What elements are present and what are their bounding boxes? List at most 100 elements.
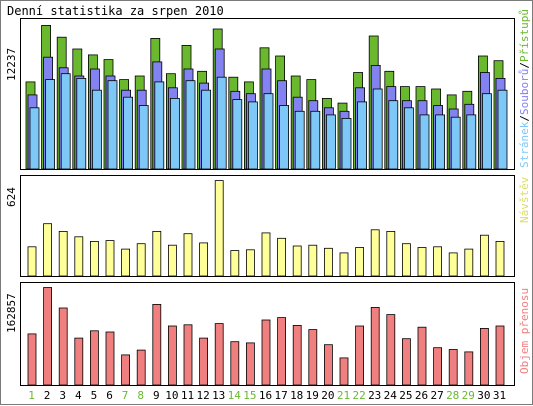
day-label-19: 19 bbox=[306, 389, 319, 402]
transfer-volume-plot bbox=[27, 287, 505, 386]
day-label-12: 12 bbox=[196, 389, 209, 402]
day-label-9: 9 bbox=[153, 389, 160, 402]
stranek-bar-day-31 bbox=[497, 89, 508, 170]
day-label-25: 25 bbox=[399, 389, 412, 402]
objem-bar-day-27 bbox=[433, 347, 443, 386]
navstev-bar-day-20 bbox=[323, 247, 333, 277]
stranek-bar-day-11 bbox=[185, 80, 196, 170]
objem-bar-day-5 bbox=[90, 330, 99, 386]
stranek-bar-day-1 bbox=[29, 107, 40, 170]
objem-bar-day-15 bbox=[245, 342, 255, 386]
middle-ymax-label: 624 bbox=[5, 187, 18, 207]
stranek-bar-day-7 bbox=[123, 96, 133, 170]
stranek-bar-day-25 bbox=[403, 107, 414, 170]
navstev-bar-day-26 bbox=[417, 247, 427, 277]
navstev-bar-day-25 bbox=[401, 243, 411, 277]
navstev-bar-day-7 bbox=[121, 248, 130, 277]
navstev-bar-day-28 bbox=[448, 252, 458, 277]
navstev-bar-day-5 bbox=[90, 241, 99, 277]
navstev-bar-day-21 bbox=[339, 252, 349, 277]
bottom-series-legend: Objem přenosu bbox=[518, 287, 531, 374]
objem-bar-day-20 bbox=[323, 344, 333, 386]
stranek-bar-day-22 bbox=[357, 101, 368, 170]
objem-bar-day-8 bbox=[136, 349, 146, 386]
stranek-bar-day-17 bbox=[279, 105, 290, 170]
stranek-bar-day-18 bbox=[294, 110, 305, 170]
navstev-bar-day-29 bbox=[464, 248, 474, 277]
stranek-bar-day-24 bbox=[388, 100, 399, 170]
middle-series-legend: Návštěv bbox=[518, 176, 531, 223]
day-label-16: 16 bbox=[259, 389, 272, 402]
stranek-bar-day-9 bbox=[154, 81, 165, 170]
stranek-bar-day-27 bbox=[435, 114, 446, 170]
top-series-legend: Stránek/Souborů/Přístupů bbox=[518, 9, 531, 168]
objem-bar-day-4 bbox=[74, 337, 84, 386]
day-axis: 1 2 3 4 5 6 7 8 9 10 11 12 13 14 15 16 17 18 19 20 21 22 23 24 2… bbox=[28, 389, 506, 402]
objem-bar-day-12 bbox=[199, 337, 209, 386]
panel-transfer-volume bbox=[20, 282, 515, 386]
objem-bar-day-30 bbox=[479, 328, 489, 386]
objem-bar-day-9 bbox=[152, 303, 162, 386]
navstev-bar-day-30 bbox=[479, 234, 489, 277]
navstev-bar-day-2 bbox=[43, 223, 53, 277]
stranek-bar-day-23 bbox=[372, 88, 383, 170]
navstev-bar-day-13 bbox=[214, 180, 224, 277]
day-label-17: 17 bbox=[274, 389, 287, 402]
objem-bar-day-24 bbox=[386, 314, 396, 386]
objem-bar-day-29 bbox=[464, 351, 474, 386]
objem-bar-day-21 bbox=[339, 357, 349, 386]
day-label-18: 18 bbox=[290, 389, 303, 402]
stranek-bar-day-6 bbox=[107, 80, 118, 170]
day-label-27: 27 bbox=[430, 389, 443, 402]
stranek-bar-day-28 bbox=[450, 116, 461, 170]
stranek-bar-day-10 bbox=[169, 98, 180, 170]
navstev-bar-day-24 bbox=[386, 231, 396, 277]
navstev-bar-day-6 bbox=[105, 240, 115, 277]
navstev-bar-day-8 bbox=[136, 243, 146, 277]
stranek-bar-day-21 bbox=[341, 118, 352, 170]
navstev-bar-day-22 bbox=[355, 247, 365, 277]
navstev-bar-day-9 bbox=[152, 231, 162, 277]
top-legend-part-0: Stránek bbox=[518, 121, 531, 168]
navstev-bar-day-18 bbox=[292, 245, 302, 277]
day-label-8: 8 bbox=[137, 389, 144, 402]
navstev-bar-day-11 bbox=[183, 233, 193, 277]
hits-files-pages-plot bbox=[25, 25, 508, 170]
day-label-3: 3 bbox=[59, 389, 66, 402]
panel-hits-files-pages bbox=[20, 18, 515, 170]
day-label-24: 24 bbox=[384, 389, 398, 402]
top-ymax-label: 12237 bbox=[5, 47, 18, 81]
navstev-bar-day-27 bbox=[433, 246, 443, 277]
navstev-bar-day-10 bbox=[167, 244, 177, 277]
top-legend-part-4: Přístupů bbox=[518, 9, 531, 63]
navstev-bar-day-17 bbox=[277, 237, 287, 277]
day-label-11: 11 bbox=[181, 389, 194, 402]
visits-plot bbox=[27, 180, 505, 277]
day-label-14: 14 bbox=[228, 389, 242, 402]
day-label-28: 28 bbox=[446, 389, 459, 402]
day-label-4: 4 bbox=[75, 389, 82, 402]
day-label-6: 6 bbox=[106, 389, 113, 402]
page-title: Denní statistika za srpen 2010 bbox=[7, 4, 224, 18]
stranek-bar-day-5 bbox=[92, 89, 102, 170]
navstev-bar-day-12 bbox=[199, 242, 209, 277]
top-legend-part-3: / bbox=[518, 62, 531, 69]
day-label-7: 7 bbox=[122, 389, 129, 402]
panel-visits bbox=[20, 175, 515, 277]
objem-bar-day-19 bbox=[308, 329, 318, 386]
objem-bar-day-13 bbox=[214, 323, 224, 386]
bottom-ymax-label: 162857 bbox=[5, 293, 18, 333]
objem-bar-day-16 bbox=[261, 319, 271, 386]
navstev-bar-day-15 bbox=[245, 249, 255, 277]
objem-bar-day-10 bbox=[167, 325, 177, 386]
day-label-23: 23 bbox=[368, 389, 381, 402]
day-label-21: 21 bbox=[337, 389, 350, 402]
stranek-bar-day-4 bbox=[76, 78, 87, 170]
objem-bar-day-23 bbox=[370, 306, 380, 386]
objem-bar-day-22 bbox=[355, 325, 365, 386]
navstev-bar-day-14 bbox=[230, 250, 240, 277]
stranek-bar-day-30 bbox=[481, 93, 492, 170]
stranek-bar-day-26 bbox=[419, 114, 430, 170]
navstev-bar-day-4 bbox=[74, 236, 84, 277]
